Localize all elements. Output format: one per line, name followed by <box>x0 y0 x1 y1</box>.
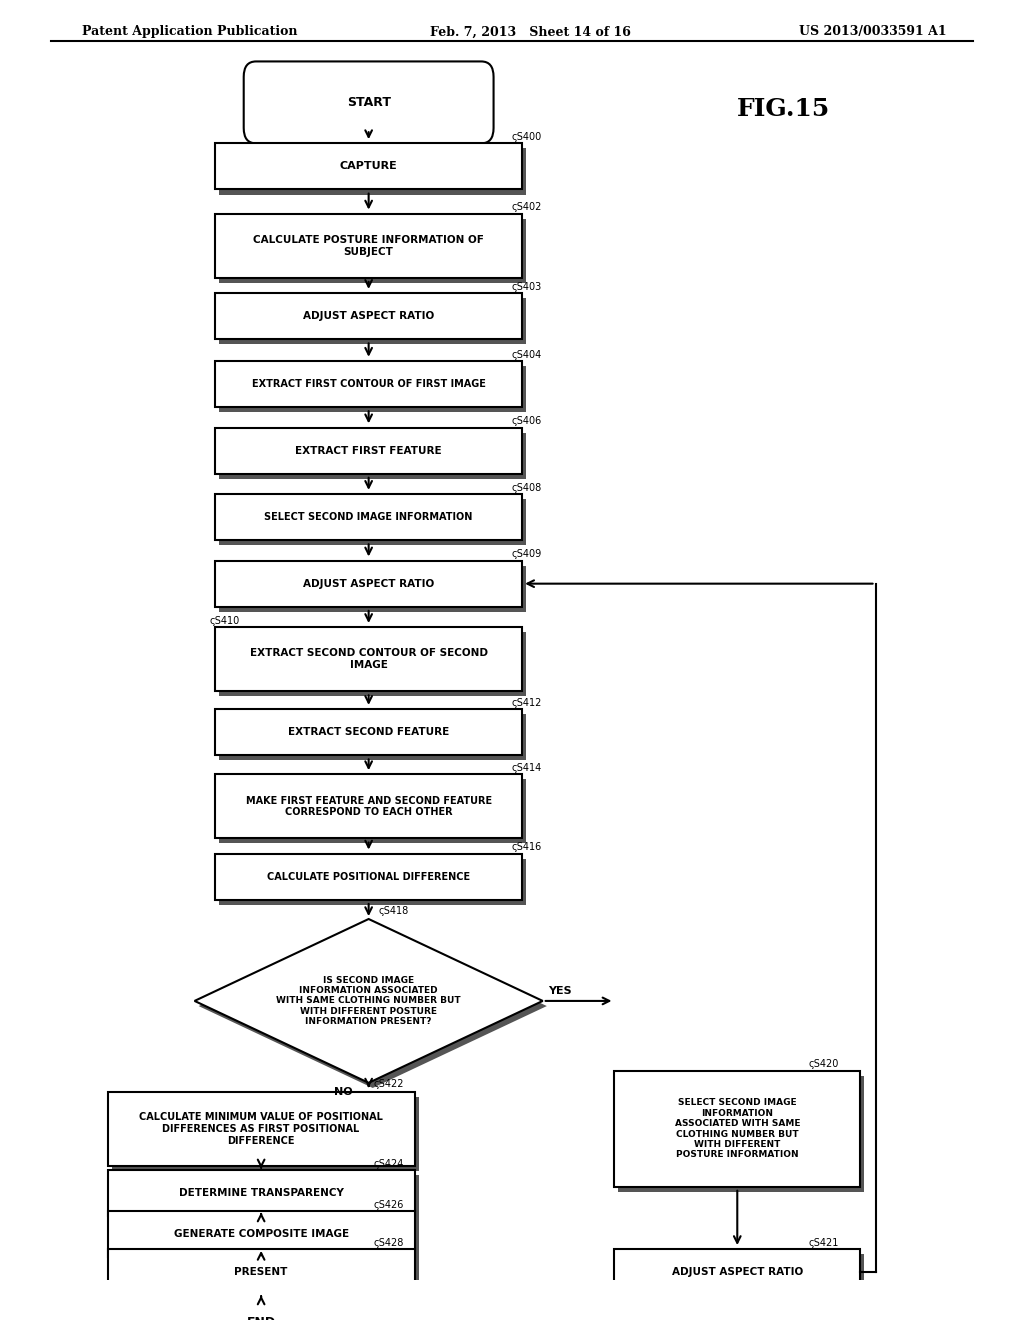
Text: SELECT SECOND IMAGE INFORMATION: SELECT SECOND IMAGE INFORMATION <box>264 512 473 523</box>
FancyBboxPatch shape <box>108 1170 415 1216</box>
FancyBboxPatch shape <box>219 148 526 194</box>
FancyBboxPatch shape <box>614 1072 860 1187</box>
FancyBboxPatch shape <box>219 780 526 843</box>
Text: ςS404: ςS404 <box>512 350 543 359</box>
Text: START: START <box>347 96 390 108</box>
Text: ςS403: ςS403 <box>512 282 543 292</box>
Text: ςS426: ςS426 <box>374 1200 404 1209</box>
Text: ADJUST ASPECT RATIO: ADJUST ASPECT RATIO <box>672 1267 803 1278</box>
Text: ADJUST ASPECT RATIO: ADJUST ASPECT RATIO <box>303 312 434 321</box>
Text: ADJUST ASPECT RATIO: ADJUST ASPECT RATIO <box>303 578 434 589</box>
FancyBboxPatch shape <box>215 293 522 339</box>
FancyBboxPatch shape <box>215 144 522 190</box>
FancyBboxPatch shape <box>219 566 526 612</box>
Text: PRESENT: PRESENT <box>234 1267 288 1278</box>
Text: CAPTURE: CAPTURE <box>340 161 397 172</box>
Text: ςS421: ςS421 <box>809 1238 840 1247</box>
Text: ςS409: ςS409 <box>512 549 543 560</box>
Text: ςS416: ςS416 <box>512 842 543 853</box>
FancyBboxPatch shape <box>219 366 526 412</box>
FancyBboxPatch shape <box>618 1076 864 1192</box>
Text: FIG.15: FIG.15 <box>737 96 830 121</box>
FancyBboxPatch shape <box>219 499 526 545</box>
Text: YES: YES <box>548 986 571 995</box>
Text: ςS422: ςS422 <box>374 1080 404 1089</box>
FancyBboxPatch shape <box>219 219 526 282</box>
Text: DETERMINE TRANSPARENCY: DETERMINE TRANSPARENCY <box>178 1188 344 1199</box>
Text: ςS428: ςS428 <box>374 1238 404 1247</box>
Polygon shape <box>199 924 547 1088</box>
FancyBboxPatch shape <box>108 1249 415 1295</box>
Text: MAKE FIRST FEATURE AND SECOND FEATURE
CORRESPOND TO EACH OTHER: MAKE FIRST FEATURE AND SECOND FEATURE CO… <box>246 796 492 817</box>
FancyBboxPatch shape <box>614 1249 860 1295</box>
FancyBboxPatch shape <box>215 854 522 900</box>
FancyBboxPatch shape <box>215 360 522 407</box>
Text: CALCULATE POSTURE INFORMATION OF
SUBJECT: CALCULATE POSTURE INFORMATION OF SUBJECT <box>253 235 484 256</box>
Text: ςS414: ςS414 <box>512 763 543 774</box>
FancyBboxPatch shape <box>618 1254 864 1300</box>
FancyBboxPatch shape <box>219 714 526 760</box>
Text: ςS402: ςS402 <box>512 202 543 213</box>
Text: US 2013/0033591 A1: US 2013/0033591 A1 <box>799 25 946 38</box>
Text: EXTRACT FIRST FEATURE: EXTRACT FIRST FEATURE <box>295 446 442 455</box>
Text: EXTRACT SECOND FEATURE: EXTRACT SECOND FEATURE <box>288 727 450 737</box>
Text: ςS424: ςS424 <box>374 1159 404 1168</box>
FancyBboxPatch shape <box>215 214 522 277</box>
Text: ςS418: ςS418 <box>379 907 410 916</box>
FancyBboxPatch shape <box>215 709 522 755</box>
FancyBboxPatch shape <box>108 1092 415 1166</box>
FancyBboxPatch shape <box>215 494 522 540</box>
Text: CALCULATE MINIMUM VALUE OF POSITIONAL
DIFFERENCES AS FIRST POSITIONAL
DIFFERENCE: CALCULATE MINIMUM VALUE OF POSITIONAL DI… <box>139 1113 383 1146</box>
FancyBboxPatch shape <box>215 428 522 474</box>
Text: ςS410: ςS410 <box>210 616 241 626</box>
Text: ςS412: ςS412 <box>512 698 543 708</box>
Text: NO: NO <box>334 1086 352 1097</box>
FancyBboxPatch shape <box>112 1254 419 1300</box>
FancyBboxPatch shape <box>112 1097 419 1171</box>
FancyBboxPatch shape <box>136 1282 386 1320</box>
FancyBboxPatch shape <box>215 561 522 607</box>
Text: EXTRACT SECOND CONTOUR OF SECOND
IMAGE: EXTRACT SECOND CONTOUR OF SECOND IMAGE <box>250 648 487 671</box>
Text: EXTRACT FIRST CONTOUR OF FIRST IMAGE: EXTRACT FIRST CONTOUR OF FIRST IMAGE <box>252 379 485 389</box>
Text: END: END <box>247 1316 275 1320</box>
Text: ςS420: ςS420 <box>809 1059 840 1069</box>
Text: ςS408: ςS408 <box>512 483 543 492</box>
FancyBboxPatch shape <box>219 859 526 906</box>
FancyBboxPatch shape <box>112 1216 419 1262</box>
Text: GENERATE COMPOSITE IMAGE: GENERATE COMPOSITE IMAGE <box>173 1229 349 1239</box>
FancyBboxPatch shape <box>244 62 494 144</box>
Polygon shape <box>195 919 543 1082</box>
Text: Patent Application Publication: Patent Application Publication <box>82 25 297 38</box>
Text: SELECT SECOND IMAGE
INFORMATION
ASSOCIATED WITH SAME
CLOTHING NUMBER BUT
WITH DI: SELECT SECOND IMAGE INFORMATION ASSOCIAT… <box>675 1098 800 1159</box>
Text: Feb. 7, 2013   Sheet 14 of 16: Feb. 7, 2013 Sheet 14 of 16 <box>430 25 631 38</box>
Text: CALCULATE POSITIONAL DIFFERENCE: CALCULATE POSITIONAL DIFFERENCE <box>267 871 470 882</box>
FancyBboxPatch shape <box>219 433 526 479</box>
FancyBboxPatch shape <box>108 1210 415 1257</box>
FancyBboxPatch shape <box>112 1175 419 1221</box>
Text: ςS406: ςS406 <box>512 416 543 426</box>
Text: IS SECOND IMAGE
INFORMATION ASSOCIATED
WITH SAME CLOTHING NUMBER BUT
WITH DIFFER: IS SECOND IMAGE INFORMATION ASSOCIATED W… <box>276 975 461 1026</box>
Text: ςS400: ςS400 <box>512 132 543 143</box>
FancyBboxPatch shape <box>219 632 526 696</box>
FancyBboxPatch shape <box>215 627 522 692</box>
FancyBboxPatch shape <box>215 775 522 838</box>
FancyBboxPatch shape <box>219 298 526 345</box>
